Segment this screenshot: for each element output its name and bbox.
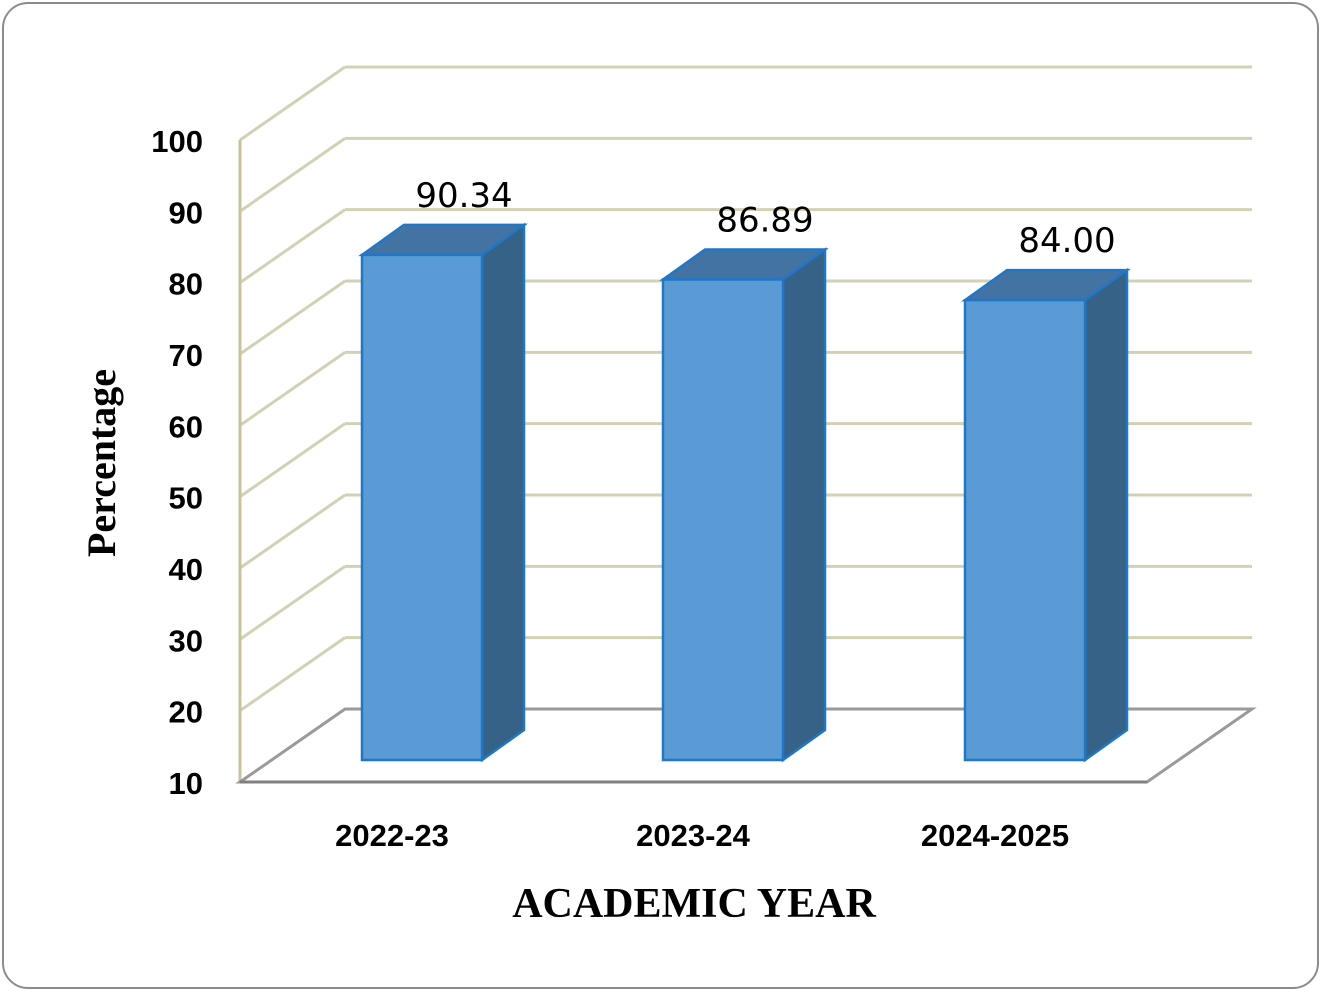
bar-front <box>360 253 484 762</box>
y-tick-label: 100 <box>151 124 203 159</box>
y-tick-label: 40 <box>169 552 203 587</box>
y-axis-ticks: 10 20 30 40 50 60 70 80 90 100 <box>151 124 203 801</box>
gridline-diagonal <box>239 208 346 284</box>
bar-2023-24 <box>659 247 829 763</box>
bar-2022-23 <box>358 222 528 763</box>
gridline-diagonal <box>239 279 346 356</box>
y-tick-label: 70 <box>169 338 203 373</box>
data-labels: 90.34 86.89 84.00 <box>415 176 1115 261</box>
gridline-diagonal <box>239 493 346 570</box>
x-axis-title: ACADEMIC YEAR <box>512 881 876 927</box>
gridline-diagonal <box>239 65 346 142</box>
bar-2024-2025 <box>961 267 1131 763</box>
data-label: 84.00 <box>1018 221 1115 261</box>
bar-side <box>480 222 526 763</box>
y-tick-label: 90 <box>169 195 203 230</box>
gridline-diagonal <box>239 422 346 498</box>
y-tick-label: 50 <box>169 481 203 516</box>
x-tick-label: 2023-24 <box>636 818 751 853</box>
y-axis-title: Percentage <box>79 369 124 557</box>
chart-floor <box>235 707 1257 784</box>
x-axis-categories: 2022-23 2023-24 2024-2025 <box>335 818 1069 853</box>
x-tick-label: 2022-23 <box>335 818 449 853</box>
bar-side <box>781 247 827 763</box>
y-tick-label: 80 <box>169 267 203 302</box>
y-tick-label: 20 <box>169 695 203 730</box>
gridline-diagonal <box>239 137 346 213</box>
y-tick-label: 10 <box>169 766 203 801</box>
data-label: 86.89 <box>716 201 813 241</box>
gridline-diagonal <box>239 351 346 427</box>
bar-front <box>963 298 1087 762</box>
gridline-diagonal <box>239 565 346 641</box>
bars <box>358 222 1131 763</box>
y-tick-label: 30 <box>169 623 203 658</box>
data-label: 90.34 <box>415 176 512 216</box>
y-tick-label: 60 <box>169 409 203 444</box>
bar-side <box>1083 267 1129 763</box>
gridline-diagonal <box>239 636 346 712</box>
bar-front <box>661 278 785 762</box>
x-tick-label: 2024-2025 <box>921 818 1069 853</box>
